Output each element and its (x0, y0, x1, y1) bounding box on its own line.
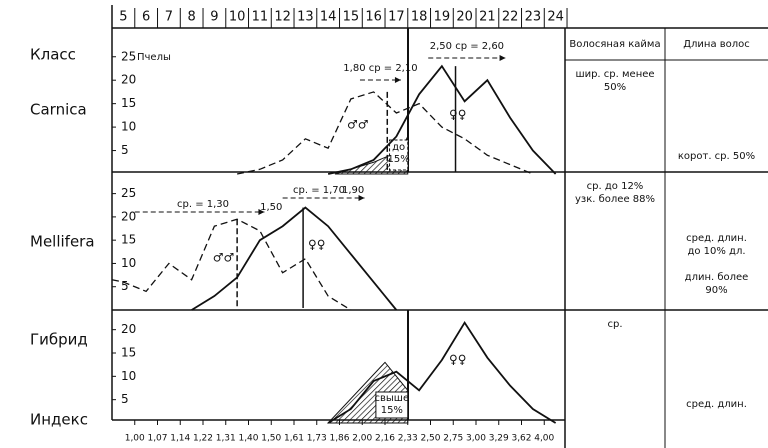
index-tick-label: 1,86 (329, 434, 349, 444)
annotation: ср. = 1,30 (177, 199, 229, 210)
class-tick-label: 23 (525, 10, 542, 25)
panel-title: Гибрид (30, 331, 88, 349)
index-tick-label: 1,73 (307, 434, 327, 444)
annotation: 1,50 (260, 202, 282, 213)
annotation: 1,80 ср = 2,10 (343, 63, 417, 74)
class-tick-label: 13 (297, 10, 314, 25)
class-tick-label: 9 (210, 10, 218, 25)
arrow-head (358, 195, 365, 201)
class-tick-label: 19 (434, 10, 451, 25)
y-tick-label: 25 (121, 49, 136, 63)
series-name: ♂♂ (213, 251, 235, 265)
index-label: Индекс (30, 411, 88, 429)
index-tick-label: 3,29 (489, 434, 509, 444)
index-tick-label: 1,31 (216, 434, 236, 444)
y-tick-label: 15 (121, 346, 136, 360)
panel-title: Carnica (30, 101, 87, 119)
annotation: ср. = 1,70 (293, 185, 345, 196)
index-tick-label: 3,00 (466, 434, 486, 444)
index-tick-label: 4,00 (534, 434, 554, 444)
table-cell: шир. ср. менее 50% (575, 69, 655, 93)
index-tick-label: 2,50 (420, 434, 440, 444)
index-tick-label: 1,40 (238, 434, 258, 444)
arrow-head (499, 55, 506, 61)
series-name: ♂♂ (347, 118, 369, 132)
annotation: свыше 15% (375, 393, 410, 416)
annotation: 2,50 ср = 2,60 (430, 41, 504, 52)
series-name: ♀♀ (308, 238, 326, 252)
frame (111, 5, 768, 448)
arrow-head (258, 209, 265, 215)
y-tick-label: 25 (121, 186, 136, 200)
index-tick-label: 1,22 (193, 434, 213, 444)
table-cell: сред. длин. (686, 399, 747, 410)
y-tick-label: 15 (121, 233, 136, 247)
y-tick-label: 5 (121, 279, 129, 293)
y-tick-label: 5 (121, 392, 129, 406)
class-tick-label: 6 (142, 10, 150, 25)
arrow-head (394, 77, 401, 83)
class-tick-label: 20 (456, 10, 473, 25)
y-tick-label: 10 (121, 256, 136, 270)
class-tick-label: 11 (252, 10, 269, 25)
table-cell: сред. длин. до 10% дл. длин. более 90% (684, 233, 749, 296)
series-line (111, 218, 352, 311)
class-tick-label: 7 (165, 10, 173, 25)
y-tick-label: 20 (121, 322, 136, 336)
class-tick-label: 22 (502, 10, 519, 25)
series-line (327, 320, 557, 424)
annotation: 1,90 (342, 185, 364, 196)
class-tick-label: 15 (343, 10, 360, 25)
table-cell: корот. ср. 50% (677, 151, 756, 162)
series-line (327, 64, 557, 175)
panel-title: Mellifera (30, 233, 95, 251)
table-header: Длина волос (683, 39, 750, 50)
class-tick-label: 12 (274, 10, 291, 25)
y-tick-label: 20 (121, 73, 136, 87)
index-tick-label: 1,00 (125, 434, 145, 444)
index-tick-label: 3,62 (511, 434, 531, 444)
y-tick-label: 20 (121, 209, 136, 223)
table-cell: ср. до 12% узк. более 88% (574, 181, 656, 205)
table-cell: ср. (607, 319, 623, 330)
class-tick-label: 16 (365, 10, 382, 25)
index-tick-label: 2,75 (443, 434, 463, 444)
y-tick-label: 10 (121, 369, 136, 383)
class-tick-label: 17 (388, 10, 405, 25)
index-tick-label: 1,14 (170, 434, 190, 444)
class-tick-label: 18 (411, 10, 428, 25)
label-box (375, 391, 409, 419)
class-tick-label: 24 (547, 10, 564, 25)
index-tick-label: 2,00 (352, 434, 372, 444)
index-tick-label: 2,16 (375, 434, 395, 444)
index-tick-label: 1,50 (261, 434, 281, 444)
class-tick-label: 10 (229, 10, 246, 25)
index-tick-label: 1,61 (284, 434, 304, 444)
y-tick-label: 10 (121, 120, 136, 134)
y-axis-label: Пчелы (137, 52, 171, 63)
class-label: Класс (30, 46, 76, 64)
class-tick-label: 5 (119, 10, 127, 25)
label-box (389, 139, 409, 171)
index-tick-label: 2,33 (398, 434, 418, 444)
table-header: Волосяная кайма (569, 39, 661, 50)
y-tick-label: 5 (121, 143, 129, 157)
series-name: ♀♀ (449, 353, 467, 367)
annotation: до 15% (388, 142, 410, 165)
series-line (191, 206, 398, 311)
y-tick-label: 15 (121, 96, 136, 110)
class-tick-label: 14 (320, 10, 337, 25)
class-tick-label: 21 (479, 10, 496, 25)
index-tick-label: 1,07 (147, 434, 167, 444)
series-name: ♀♀ (449, 108, 467, 122)
class-tick-label: 8 (187, 10, 195, 25)
